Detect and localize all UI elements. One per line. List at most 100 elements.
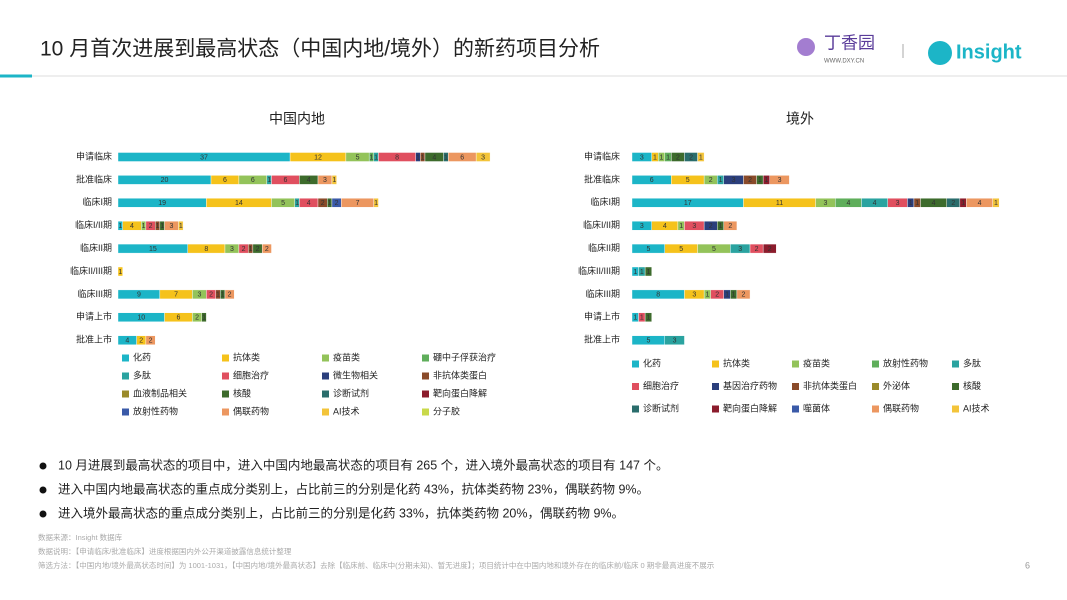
bar-segment xyxy=(762,243,777,254)
bar-segment xyxy=(769,175,790,185)
value-label: 1 xyxy=(719,177,723,184)
value-label: 3 xyxy=(197,292,201,299)
logo-insight: Insight xyxy=(928,41,1022,65)
value-label: 1 xyxy=(758,177,762,184)
legend-swatch xyxy=(952,405,959,413)
bullet-text: 进入中国内地最高状态的重点成分类别上，占比前三的分别是化药 43%，抗体类药物 … xyxy=(58,481,649,496)
value-label: 2 xyxy=(335,200,339,207)
value-label: 5 xyxy=(646,246,650,253)
category-label: 申请上市 xyxy=(584,311,620,322)
value-label: 4 xyxy=(307,200,311,207)
value-label: 4 xyxy=(432,154,436,161)
value-label: 19 xyxy=(158,200,166,207)
bar-segment xyxy=(117,266,123,277)
value-label: 1 xyxy=(160,223,164,230)
value-label: 1 xyxy=(679,223,683,230)
value-label: 9 xyxy=(137,292,141,299)
value-label: 1 xyxy=(421,154,425,161)
legend-swatch xyxy=(632,405,639,413)
legend-swatch xyxy=(792,383,799,390)
value-label: 2 xyxy=(715,292,719,299)
value-label: 1 xyxy=(633,315,637,322)
legend-label: 放射性药物 xyxy=(883,357,928,368)
legend-swatch xyxy=(122,390,129,398)
logo-product: Insight xyxy=(956,41,1022,63)
value-label: 1 xyxy=(640,315,644,322)
chart-title: 中国内地 xyxy=(269,111,325,127)
value-label: 1 xyxy=(267,177,271,184)
legend-label: 诊断试剂 xyxy=(643,402,679,413)
value-label: 3 xyxy=(896,200,900,207)
legend-label: 诊断试剂 xyxy=(333,387,369,398)
value-label: 3 xyxy=(640,223,644,230)
legend-swatch xyxy=(122,372,129,380)
value-label: 2 xyxy=(242,246,246,253)
logo-icon xyxy=(928,41,952,65)
footnote: 数据来源：Insight 数据库 xyxy=(38,532,123,542)
bar-segment xyxy=(201,312,207,322)
legend-swatch xyxy=(872,383,879,390)
bar-segment xyxy=(261,243,272,254)
category-label: 申请上市 xyxy=(76,311,112,322)
value-label: 2 xyxy=(149,223,153,230)
legend-label: 硼中子俘获治疗 xyxy=(433,351,496,362)
legend-swatch xyxy=(422,408,429,416)
value-label: 4 xyxy=(130,223,134,230)
value-label: 1 xyxy=(328,200,332,207)
value-label: 2 xyxy=(748,177,752,184)
value-label: 1 xyxy=(374,200,378,207)
value-label: 2 xyxy=(742,292,746,299)
value-label: 1 xyxy=(249,246,253,253)
value-label: 6 xyxy=(177,315,181,322)
value-label: 1 xyxy=(374,154,378,161)
value-label: 4 xyxy=(873,200,877,207)
value-label: 1 xyxy=(633,269,637,276)
legend-label: 放射性药物 xyxy=(133,405,178,416)
bar-segment xyxy=(224,289,235,300)
value-label: 1 xyxy=(705,292,709,299)
value-label: 2 xyxy=(689,154,693,161)
legend-label: 基因治疗药物 xyxy=(723,380,777,391)
bar-segment xyxy=(736,289,751,300)
page-number: 6 xyxy=(1025,560,1030,570)
value-label: 1 xyxy=(295,200,299,207)
value-label: 2 xyxy=(768,246,772,253)
value-label: 1 xyxy=(202,315,206,322)
legend-swatch xyxy=(632,360,639,368)
legend-label: AI技术 xyxy=(963,402,990,413)
bullet-dot xyxy=(39,486,47,494)
category-label: 临床I期 xyxy=(590,196,620,207)
value-label: 3 xyxy=(673,338,677,345)
legend-label: 抗体类 xyxy=(233,351,260,362)
value-label: 2 xyxy=(951,200,955,207)
value-label: 4 xyxy=(663,223,667,230)
category-label: 临床I/II期 xyxy=(75,219,112,230)
value-label: 5 xyxy=(356,154,360,161)
legend-label: 外泌体 xyxy=(883,380,910,391)
chart-title: 境外 xyxy=(786,111,814,127)
legend-swatch xyxy=(322,372,329,380)
legend-label: 核酸 xyxy=(963,380,981,391)
footnote: 数据说明：【申请临床/批准临床】进度根据国内外公开渠道披露信息统计整理 xyxy=(38,546,292,556)
legend-label: 细胞治疗 xyxy=(233,369,269,380)
legend-swatch xyxy=(422,354,429,362)
value-label: 20 xyxy=(161,177,169,184)
value-label: 2 xyxy=(195,315,199,322)
value-label: 1 xyxy=(444,154,448,161)
value-label: 2 xyxy=(265,246,269,253)
value-label: 6 xyxy=(460,154,464,161)
value-label: 1 xyxy=(646,315,650,322)
legend-swatch xyxy=(872,405,879,413)
value-label: 1 xyxy=(142,223,146,230)
value-label: 3 xyxy=(692,292,696,299)
legend-label: 偶联药物 xyxy=(883,402,919,413)
category-label: 申请临床 xyxy=(76,150,112,161)
logo-dxy: 丁香园 WWW.DXY.CN xyxy=(797,33,875,65)
logo-mark xyxy=(797,38,815,56)
logo-url: WWW.DXY.CN xyxy=(824,59,864,65)
legend-swatch xyxy=(322,390,329,398)
legend-swatch xyxy=(122,408,129,416)
value-label: 1 xyxy=(961,200,965,207)
